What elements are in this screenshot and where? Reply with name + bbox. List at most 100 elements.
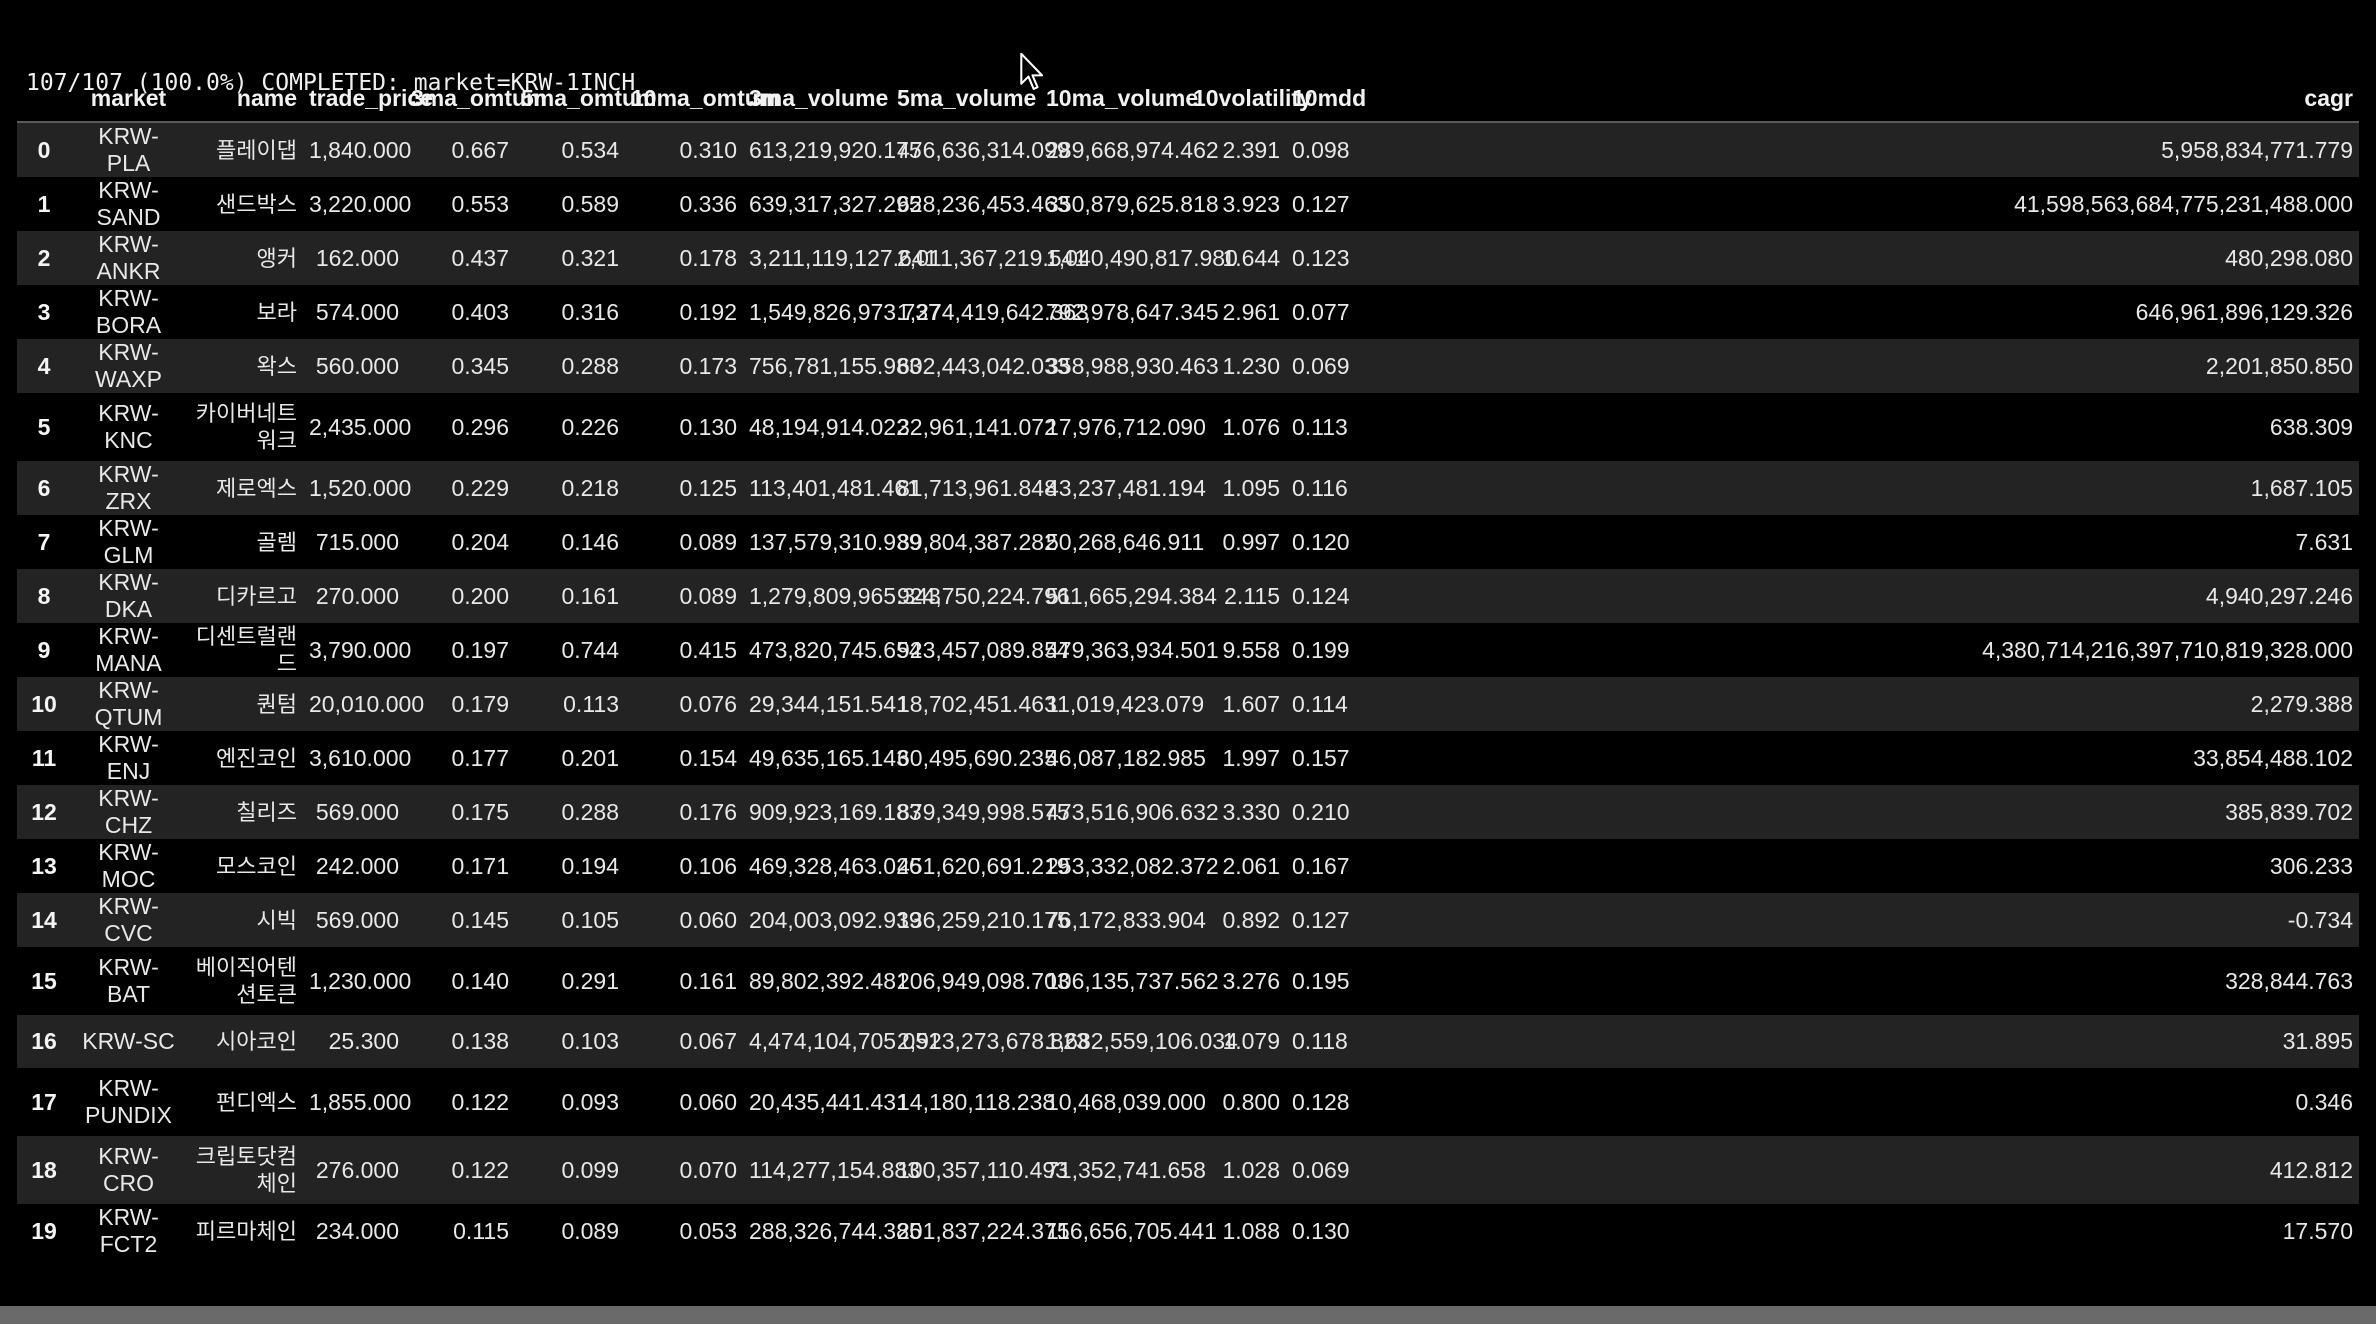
cell-index: 12 (31, 798, 57, 825)
cell-3ma-volume: 473,820,745.654 (749, 636, 922, 663)
cell-3ma-volume: 1,279,809,965.343 (749, 582, 941, 609)
cell-trade-price: 242.000 (315, 852, 399, 879)
cell-index: 4 (37, 352, 51, 379)
cell-name: 엔진코인 (216, 745, 297, 771)
cell-name: 카이버네트워크 (195, 401, 297, 453)
table-row: 3 KRW-BORA 보라 574.000 0.403 0.316 0.192 1,549,8… (17, 285, 2359, 339)
cell-5ma-volume: 14,180,118.238 (897, 1088, 1056, 1115)
cell-10ma-volume: 792,978,647.345 (1046, 298, 1219, 325)
cell-cagr: 412.812 (2269, 1156, 2353, 1183)
cell-3ma-omtum: 0.437 (451, 244, 509, 271)
cell-3ma-volume: 89,802,392.481 (749, 967, 909, 994)
cell-index: 7 (37, 528, 51, 555)
cell-cagr: 4,940,297.246 (2205, 582, 2353, 609)
cell-10ma-omtum: 0.336 (679, 190, 737, 217)
cell-cagr: 7.631 (2295, 528, 2353, 555)
cell-5ma-volume: 924,750,224.796 (897, 582, 1070, 609)
cell-market: KRW-QTUM (94, 677, 163, 730)
cell-3ma-omtum: 0.553 (451, 190, 509, 217)
cell-5ma-omtum: 0.093 (561, 1088, 619, 1115)
table-row: 15 KRW-BAT 베이직어텐션토큰 1,230.000 0.140 0.291 0.16… (17, 947, 2359, 1015)
cell-10mdd: 0.098 (1292, 136, 1350, 163)
cell-10ma-omtum: 0.053 (679, 1217, 737, 1244)
cell-5ma-volume: 2,011,367,219.541 (897, 244, 1088, 271)
cell-3ma-omtum: 0.171 (451, 852, 509, 879)
cell-trade-price: 3,610.000 (309, 744, 412, 771)
cell-10ma-volume: 50,268,646.911 (1046, 528, 1205, 555)
cell-trade-price: 270.000 (315, 582, 399, 609)
column-header-10ma-omtum: 10ma_omtum (625, 75, 779, 123)
cell-10ma-omtum: 0.106 (679, 852, 737, 879)
column-header-10ma-volume: 10ma_volume (1040, 75, 1198, 123)
cell-3ma-volume: 3,211,119,127.641 (749, 244, 938, 271)
cell-5ma-volume: 201,837,224.375 (897, 1217, 1070, 1244)
cell-10ma-omtum: 0.067 (679, 1028, 737, 1054)
cell-index: 13 (31, 852, 57, 879)
table-row: 8 KRW-DKA 디카르고 270.000 0.200 0.161 0.089 1,279,… (17, 569, 2359, 623)
table-row: 18 KRW-CRO 크립토닷컴체인 276.000 0.122 0.099 0.070 11… (17, 1136, 2359, 1204)
table-body: 0 KRW-PLA 플레이댑 1,840.000 0.667 0.534 0.310 613,… (17, 122, 2359, 1258)
cell-market: KRW-SC (82, 1028, 175, 1054)
cell-market: KRW-ANKR (96, 231, 161, 284)
cell-5ma-volume: 2,923,273,678.823 (897, 1028, 1089, 1054)
dataframe-output: market name trade_price 3ma_omtum 5ma_omtum 1… (17, 75, 2359, 1258)
cell-market: KRW-CHZ (98, 785, 159, 838)
cell-3ma-omtum: 0.175 (451, 798, 509, 825)
cell-10ma-volume: 11,019,423.079 (1046, 690, 1205, 717)
cell-index: 6 (37, 474, 51, 501)
cell-10mdd: 0.069 (1292, 352, 1350, 379)
cell-3ma-omtum: 0.345 (451, 352, 509, 379)
cell-10ma-omtum: 0.176 (679, 798, 737, 825)
cell-10volatility: 1.079 (1222, 1028, 1280, 1054)
cell-3ma-omtum: 0.667 (451, 136, 509, 163)
column-header-5ma-volume: 5ma_volume (891, 75, 1040, 123)
cell-3ma-omtum: 0.138 (451, 1028, 509, 1054)
cell-index: 2 (37, 244, 51, 271)
cell-10mdd: 0.120 (1292, 528, 1350, 555)
cell-market: KRW-CRO (98, 1143, 159, 1196)
cell-cagr: 17.570 (2282, 1217, 2353, 1244)
cell-10mdd: 0.077 (1292, 298, 1350, 325)
date-line: Date: 2021-11-02T20:29:23 (26, 163, 373, 189)
column-header-index (17, 75, 71, 123)
cell-trade-price: 3,790.000 (309, 636, 412, 663)
cell-10ma-volume: 253,332,082.372 (1046, 852, 1219, 879)
cell-name: 펀디엑스 (216, 1089, 297, 1115)
table-row: 16 KRW-SC 시아코인 25.300 0.138 0.103 0.067 4,474,1… (17, 1015, 2359, 1068)
cell-10ma-volume: 17,976,712.090 (1046, 413, 1206, 440)
cell-5ma-volume: 476,636,314.099 (897, 136, 1070, 163)
cell-10mdd: 0.128 (1292, 1088, 1350, 1115)
cell-3ma-volume: 114,277,154.883 (749, 1156, 920, 1183)
cell-10mdd: 0.116 (1292, 474, 1348, 501)
cell-trade-price: 715.000 (315, 528, 399, 555)
cell-3ma-omtum: 0.140 (451, 967, 509, 994)
cell-10volatility: 1.028 (1222, 1156, 1280, 1183)
cell-3ma-volume: 137,579,310.939 (749, 528, 922, 555)
cell-10ma-volume: 10,468,039.000 (1046, 1088, 1206, 1115)
cell-market: KRW-PLA (98, 123, 159, 176)
cell-trade-price: 276.000 (315, 1156, 399, 1183)
table-row: 11 KRW-ENJ 엔진코인 3,610.000 0.177 0.201 0.154 49,… (17, 731, 2359, 785)
cell-market: KRW-FCT2 (98, 1204, 159, 1257)
table-row: 0 KRW-PLA 플레이댑 1,840.000 0.667 0.534 0.310 613,… (17, 122, 2359, 177)
cell-10ma-omtum: 0.089 (679, 528, 737, 555)
cell-market: KRW-PUNDIX (85, 1075, 172, 1128)
cell-5ma-omtum: 0.218 (561, 474, 619, 501)
horizontal-scrollbar[interactable] (0, 1306, 2376, 1324)
cell-10ma-omtum: 0.060 (679, 1088, 737, 1115)
cell-market: KRW-ENJ (98, 731, 159, 784)
cell-10mdd: 0.118 (1292, 1028, 1348, 1054)
cell-cagr: 0.346 (2295, 1088, 2353, 1115)
cell-5ma-volume: 451,620,691.219 (897, 852, 1070, 879)
cell-market: KRW-BORA (95, 285, 162, 338)
cell-trade-price: 1,855.000 (309, 1088, 412, 1115)
cell-3ma-volume: 29,344,151.541 (749, 690, 909, 717)
table-header-row: market name trade_price 3ma_omtum 5ma_omtum 1… (17, 75, 2359, 123)
cell-10volatility: 2.061 (1222, 852, 1280, 879)
table-row: 14 KRW-CVC 시빅 569.000 0.145 0.105 0.060 204,003… (17, 893, 2359, 947)
cell-3ma-omtum: 0.296 (451, 413, 509, 440)
cell-name: 디카르고 (216, 583, 297, 609)
cell-10mdd: 0.210 (1292, 798, 1350, 825)
cell-10ma-volume: 358,988,930.463 (1046, 352, 1219, 379)
cell-trade-price: 2,435.000 (309, 413, 412, 440)
